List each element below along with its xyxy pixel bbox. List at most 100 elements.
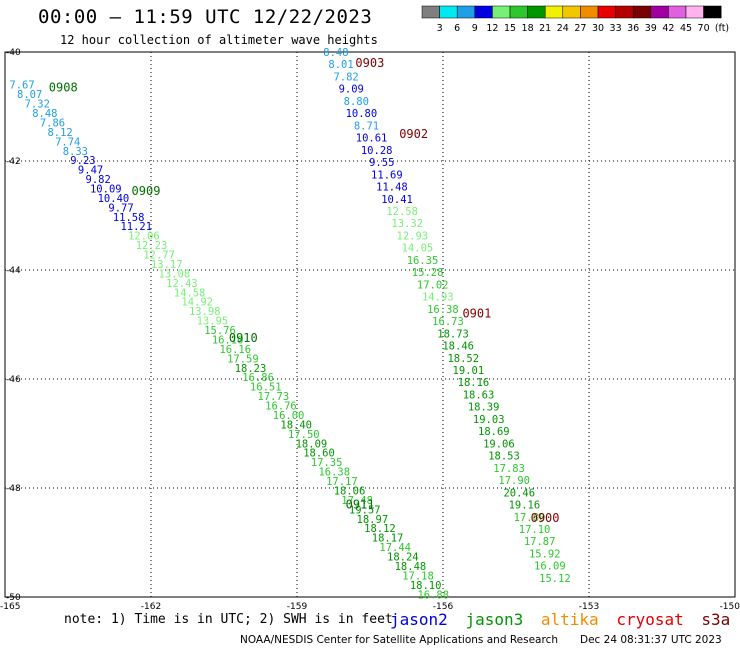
scale-label: 45 bbox=[680, 23, 692, 34]
wave-height-value: 8.48 bbox=[323, 47, 348, 59]
wave-height-value: 17.50 bbox=[288, 429, 320, 441]
wave-height-value: 17.90 bbox=[498, 475, 530, 487]
scale-label: 36 bbox=[627, 23, 639, 34]
wave-height-value: 18.73 bbox=[437, 328, 469, 340]
scale-swatch bbox=[703, 5, 722, 19]
wave-height-value: 18.16 bbox=[458, 377, 490, 389]
x-tick-label: -159 bbox=[287, 602, 308, 612]
wave-height-value: 17.83 bbox=[493, 463, 525, 475]
time-label: 0902 bbox=[399, 127, 428, 141]
scale-swatch bbox=[474, 5, 493, 19]
wave-height-value: 7.82 bbox=[333, 71, 358, 83]
wave-height-value: 17.80 bbox=[514, 512, 546, 524]
wave-height-value: 18.48 bbox=[395, 561, 427, 573]
scale-label: 3 bbox=[437, 23, 443, 34]
wave-height-value: 8.07 bbox=[17, 89, 42, 101]
x-tick-label: -150 bbox=[720, 602, 740, 612]
y-tick-label: -42 bbox=[6, 157, 21, 167]
wave-height-value: 11.58 bbox=[113, 212, 145, 224]
wave-height-value: 18.97 bbox=[357, 514, 389, 526]
wave-height-value: 15.92 bbox=[529, 548, 561, 560]
wave-height-value: 19.06 bbox=[483, 438, 515, 450]
wave-height-value: 11.48 bbox=[376, 182, 408, 194]
scale-unit: (ft) bbox=[715, 23, 729, 34]
wave-height-value: 13.08 bbox=[159, 268, 191, 280]
scale-swatch bbox=[685, 5, 704, 19]
wave-height-value: 18.12 bbox=[364, 523, 396, 535]
satellite-s3a: s3a bbox=[701, 610, 731, 629]
wave-height-value: 9.09 bbox=[339, 84, 364, 96]
wave-height-value: 19.03 bbox=[473, 414, 505, 426]
x-tick-label: -156 bbox=[433, 602, 454, 612]
wave-height-value: 8.80 bbox=[344, 96, 369, 108]
y-tick-label: -40 bbox=[6, 48, 21, 58]
y-tick-label: -48 bbox=[6, 484, 21, 494]
wave-height-value: 8.33 bbox=[63, 146, 88, 158]
wave-height-value: 8.01 bbox=[328, 59, 353, 71]
scale-label: 39 bbox=[645, 23, 657, 34]
time-label: 0909 bbox=[132, 184, 161, 198]
wave-height-value: 16.00 bbox=[273, 410, 305, 422]
wave-height-value: 16.35 bbox=[407, 255, 439, 267]
wave-height-value: 12.23 bbox=[136, 240, 168, 252]
scale-label: 70 bbox=[698, 23, 710, 34]
wave-height-value: 17.17 bbox=[326, 476, 358, 488]
wave-height-value: 15.28 bbox=[412, 267, 444, 279]
y-tick-label: -50 bbox=[6, 593, 21, 603]
wave-height-value: 18.46 bbox=[442, 341, 474, 353]
scale-swatch bbox=[492, 5, 511, 19]
wave-height-value: 14.92 bbox=[181, 297, 213, 309]
wave-height-value: 19.57 bbox=[349, 504, 381, 516]
wave-height-value: 17.59 bbox=[227, 353, 259, 365]
wave-height-value: 18.23 bbox=[235, 363, 267, 375]
wave-height-value: 13.95 bbox=[197, 316, 229, 328]
scale-swatch bbox=[456, 5, 476, 19]
scale-swatch bbox=[650, 5, 669, 19]
wave-height-value: 12.43 bbox=[166, 278, 198, 290]
scale-label: 12 bbox=[486, 23, 498, 34]
scale-label: 18 bbox=[522, 23, 534, 34]
satellite-legend: jason2 jason3 altika cryosat s3a bbox=[390, 610, 738, 629]
wave-height-value: 9.23 bbox=[70, 155, 95, 167]
wave-height-value: 11.69 bbox=[371, 169, 403, 181]
wave-height-value: 7.86 bbox=[40, 117, 65, 129]
x-tick-label: -153 bbox=[579, 602, 599, 612]
time-label: 0901 bbox=[462, 307, 491, 321]
wave-height-value: 18.39 bbox=[468, 402, 500, 414]
wave-height-value: 18.52 bbox=[447, 353, 479, 365]
wave-height-value: 19.16 bbox=[509, 500, 541, 512]
wave-height-value: 18.24 bbox=[387, 552, 419, 564]
scale-label: 42 bbox=[662, 23, 674, 34]
scale-label: 6 bbox=[454, 23, 460, 34]
wave-height-value: 17.02 bbox=[417, 279, 449, 291]
wave-height-value: 16.38 bbox=[427, 304, 459, 316]
scale-label: 33 bbox=[610, 23, 622, 34]
wave-height-value: 20.46 bbox=[503, 487, 535, 499]
wave-height-value: 18.60 bbox=[303, 448, 335, 460]
satellite-altika: altika bbox=[540, 610, 599, 629]
wave-height-value: 12.06 bbox=[128, 231, 160, 243]
y-tick-label: -46 bbox=[6, 375, 21, 385]
wave-height-value: 16.09 bbox=[534, 561, 566, 573]
scale-swatch bbox=[527, 5, 546, 19]
wave-height-value: 10.41 bbox=[381, 194, 413, 206]
wave-height-value: 18.63 bbox=[463, 389, 495, 401]
wave-height-value: 11.21 bbox=[120, 221, 152, 233]
satellite-jason3: jason3 bbox=[465, 610, 524, 629]
wave-height-value: 13.98 bbox=[189, 306, 221, 318]
scale-swatch bbox=[439, 5, 458, 19]
scale-swatch bbox=[580, 5, 599, 19]
time-label: 0911 bbox=[346, 497, 375, 511]
footer-credit: NOAA/NESDIS Center for Satellite Applica… bbox=[240, 634, 558, 646]
wave-height-value: 13.32 bbox=[391, 218, 423, 230]
wave-height-value: 13.17 bbox=[151, 259, 183, 271]
wave-height-value: 7.74 bbox=[55, 136, 80, 148]
y-tick-label: -44 bbox=[6, 266, 21, 276]
wave-height-value: 9.77 bbox=[108, 202, 133, 214]
scale-swatch bbox=[544, 5, 564, 19]
wave-height-value: 18.53 bbox=[488, 451, 520, 463]
scale-swatch bbox=[632, 5, 652, 19]
wave-height-value: 18.09 bbox=[296, 438, 328, 450]
wave-height-value: 10.40 bbox=[98, 193, 130, 205]
wave-height-value: 18.10 bbox=[410, 580, 442, 592]
